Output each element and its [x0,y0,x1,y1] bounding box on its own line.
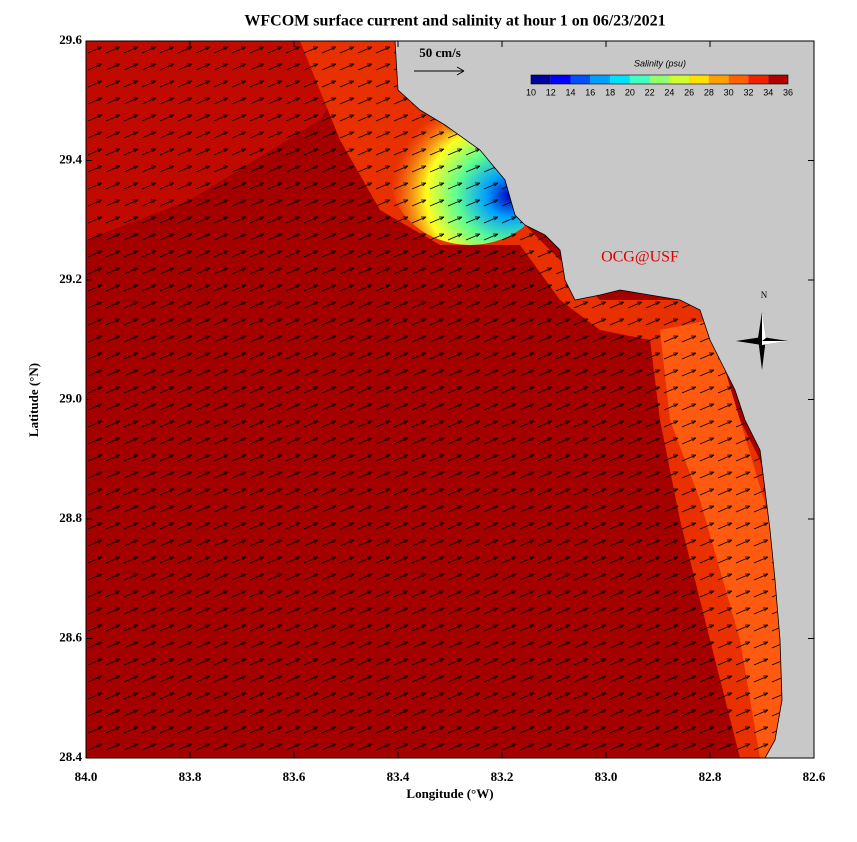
colorbar-segment [689,75,709,84]
x-tick-label: 82.6 [803,769,826,784]
colorbar-segment [649,75,670,84]
x-tick-label: 83.4 [387,769,410,784]
colorbar-segment [728,75,749,84]
x-tick-label: 83.8 [179,769,202,784]
y-axis-label: Latitude (°N) [26,363,41,437]
x-tick-label: 83.6 [283,769,306,784]
colorbar-tick-label: 34 [763,87,773,97]
colorbar-segment [550,75,571,84]
colorbar-segment [669,75,690,84]
credit: OCG@USF [601,249,679,266]
colorbar-tick-label: 22 [645,87,655,97]
colorbar-tick-label: 16 [585,87,595,97]
x-tick-label: 84.0 [75,769,98,784]
y-tick-label: 29.2 [59,271,82,286]
y-tick-label: 29.6 [59,32,82,47]
y-tick-label: 28.6 [59,629,82,644]
colorbar-tick-label: 24 [664,87,674,97]
colorbar-segment [708,75,729,84]
x-tick-label: 83.0 [595,769,618,784]
compass-highlight [762,312,788,345]
y-tick-label: 28.4 [59,749,82,764]
colorbar-frame [530,74,789,85]
colorbar-tick-label: 32 [743,87,753,97]
colorbar-segment [531,75,551,84]
scale-label: 50 cm/s [419,45,461,60]
colorbar-tick-label: 30 [724,87,734,97]
y-tick-label: 29.0 [59,390,82,405]
y-tick-label: 29.4 [59,151,82,166]
colorbar-segment [768,75,788,84]
y-tick-label: 28.8 [59,510,82,525]
x-axis-label: Longitude (°W) [406,786,493,801]
colorbar-tick-label: 10 [526,87,536,97]
colorbar-segment [570,75,591,84]
colorbar-segment [629,75,650,84]
scale-arrow-head [456,66,465,76]
colorbar-segment [590,75,611,84]
colorbar-tick-label: 12 [546,87,556,97]
colorbar-tick-label: 14 [566,87,576,97]
colorbar-tick-label: 36 [783,87,793,97]
map-area [86,41,814,758]
colorbar-segment [748,75,769,84]
x-tick-label: 82.8 [699,769,722,784]
colorbar-tick-label: 20 [625,87,635,97]
colorbar-tick-label: 28 [704,87,714,97]
land [394,41,814,758]
colorbar-title: Salinity (psu) [634,58,686,68]
x-tick-label: 83.2 [491,769,514,784]
colorbar-segment [610,75,630,84]
colorbar-tick-label: 18 [605,87,615,97]
compass: N [736,290,788,370]
compass-label: N [761,290,768,300]
title: WFCOM surface current and salinity at ho… [244,13,665,30]
colorbar-tick-label: 26 [684,87,694,97]
